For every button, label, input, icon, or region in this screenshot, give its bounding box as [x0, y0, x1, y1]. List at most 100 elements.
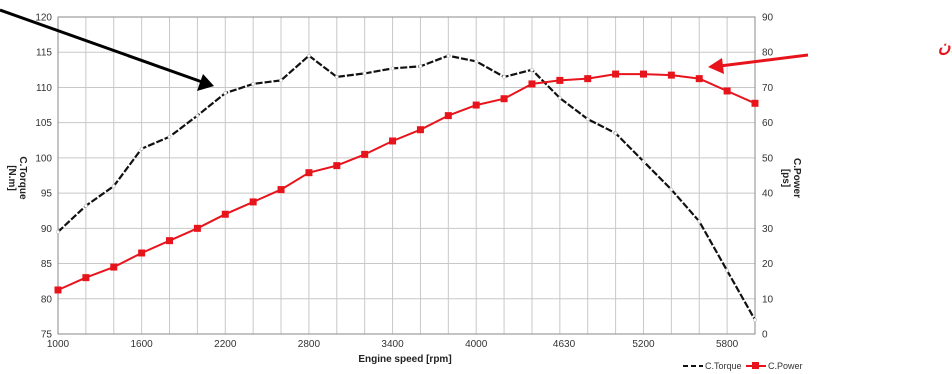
grid-lines [57, 16, 756, 335]
series-line-c-torque [57, 54, 756, 321]
data-point-c-torque [223, 91, 228, 95]
data-point-c-torque [418, 64, 423, 69]
data-point-c-power [54, 286, 62, 294]
power-arrow-head [708, 58, 724, 74]
data-point-c-torque [530, 67, 534, 72]
x-tick-label: 4630 [553, 339, 576, 350]
right-y-tick-label: 90 [762, 13, 774, 24]
legend-swatch-power-marker [752, 362, 759, 369]
left-y-tick-label: 105 [35, 118, 52, 129]
x-tick-labels: 1000 1600 2200 2800 3400 4000 4630 5200 5800 [47, 339, 739, 350]
data-point-c-power [221, 210, 229, 218]
left-y-tick-label: 120 [35, 13, 52, 24]
right-y-tick-label: 50 [762, 153, 774, 164]
right-y-tick-labels: 0 10 20 30 40 50 60 70 80 90 [762, 13, 774, 341]
data-point-c-torque [56, 229, 60, 234]
series-layer [54, 53, 759, 322]
series-line-c-power [57, 73, 756, 291]
left-y-tick-label: 90 [41, 224, 53, 235]
data-point-c-power [138, 249, 146, 257]
data-point-c-power [333, 162, 341, 170]
data-point-c-torque [279, 78, 283, 83]
right-y-tick-label: 60 [762, 118, 774, 129]
data-point-c-torque [195, 113, 200, 118]
left-y-tick-label: 75 [41, 330, 53, 341]
power-annotation: نمودار توان [938, 37, 952, 57]
x-tick-label: 1000 [47, 339, 70, 350]
x-tick-label: 5200 [632, 339, 655, 350]
right-y-tick-label: 30 [762, 224, 774, 235]
data-point-c-power [361, 150, 369, 158]
x-tick-label: 3400 [381, 339, 404, 350]
x-tick-label: 2200 [214, 339, 237, 350]
data-point-c-power [193, 224, 201, 232]
plot-frame [57, 16, 756, 335]
data-point-c-torque [446, 53, 451, 58]
torque-arrow-shaft [0, 8, 206, 85]
right-y-tick-label: 10 [762, 294, 774, 305]
data-point-c-power [723, 87, 731, 95]
x-tick-label: 4000 [465, 339, 488, 350]
data-point-c-torque [390, 66, 395, 71]
data-point-c-power [751, 99, 759, 107]
data-point-c-power [416, 126, 424, 134]
x-tick-label: 2800 [298, 339, 321, 350]
data-point-c-power [110, 263, 118, 271]
data-point-c-torque [362, 71, 367, 76]
data-point-c-power [584, 75, 592, 83]
legend: C.Torque C.Power [683, 361, 803, 371]
data-point-c-torque [111, 184, 116, 188]
data-point-c-power [612, 70, 620, 78]
left-y-tick-labels: 75 80 85 90 95 100 105 110 115 120 [35, 13, 52, 341]
data-point-c-power [305, 169, 313, 177]
data-point-c-power [82, 274, 90, 282]
left-y-tick-label: 80 [41, 294, 53, 305]
x-tick-label: 5800 [716, 339, 739, 350]
data-point-c-power [639, 70, 647, 78]
data-point-c-torque [697, 219, 702, 224]
right-y-tick-label: 0 [762, 330, 768, 341]
right-y-tick-label: 80 [762, 48, 774, 59]
right-y-axis-title: C.Power [ps] [780, 158, 802, 198]
left-y-tick-label: 85 [41, 259, 53, 270]
data-point-c-power [667, 71, 675, 79]
data-point-c-power [472, 101, 480, 109]
legend-item-torque: C.Torque [683, 361, 742, 371]
data-point-c-torque [167, 134, 172, 139]
data-point-c-power [500, 95, 508, 103]
left-y-axis-title-line2: [N.m] [6, 165, 17, 191]
right-y-tick-label: 70 [762, 83, 774, 94]
legend-label-power: C.Power [768, 361, 803, 371]
data-point-c-power [695, 75, 703, 83]
legend-label-torque: C.Torque [705, 361, 742, 371]
data-point-c-power [277, 186, 285, 194]
data-point-c-torque [251, 82, 256, 86]
data-point-c-power [528, 80, 536, 88]
data-point-c-power [389, 137, 397, 145]
data-point-c-torque [669, 187, 674, 192]
data-point-c-torque [474, 59, 479, 64]
data-point-c-torque [613, 131, 618, 136]
data-point-c-power [249, 198, 257, 206]
data-point-c-torque [83, 203, 88, 208]
x-axis-title: Engine speed [rpm] [358, 354, 451, 365]
data-point-c-torque [725, 268, 730, 273]
data-point-c-power [556, 76, 564, 84]
data-point-c-torque [641, 159, 646, 164]
torque-arrow-head [197, 74, 214, 91]
left-y-tick-label: 100 [35, 153, 52, 164]
left-y-tick-label: 110 [36, 83, 52, 94]
right-y-tick-label: 20 [762, 259, 774, 270]
left-y-tick-label: 95 [41, 189, 53, 200]
data-point-c-torque [307, 53, 311, 58]
power-arrow-shaft [719, 53, 809, 68]
data-point-c-torque [585, 117, 590, 122]
x-tick-label: 1600 [131, 339, 154, 350]
right-y-axis-title-line1: C.Power [791, 158, 802, 198]
right-y-axis-title-line2: [ps] [780, 169, 791, 187]
left-y-axis-title: C.Torque [N.m] [6, 156, 28, 200]
left-y-tick-label: 115 [36, 48, 52, 59]
data-point-c-torque [139, 146, 144, 151]
data-point-c-power [444, 112, 452, 120]
